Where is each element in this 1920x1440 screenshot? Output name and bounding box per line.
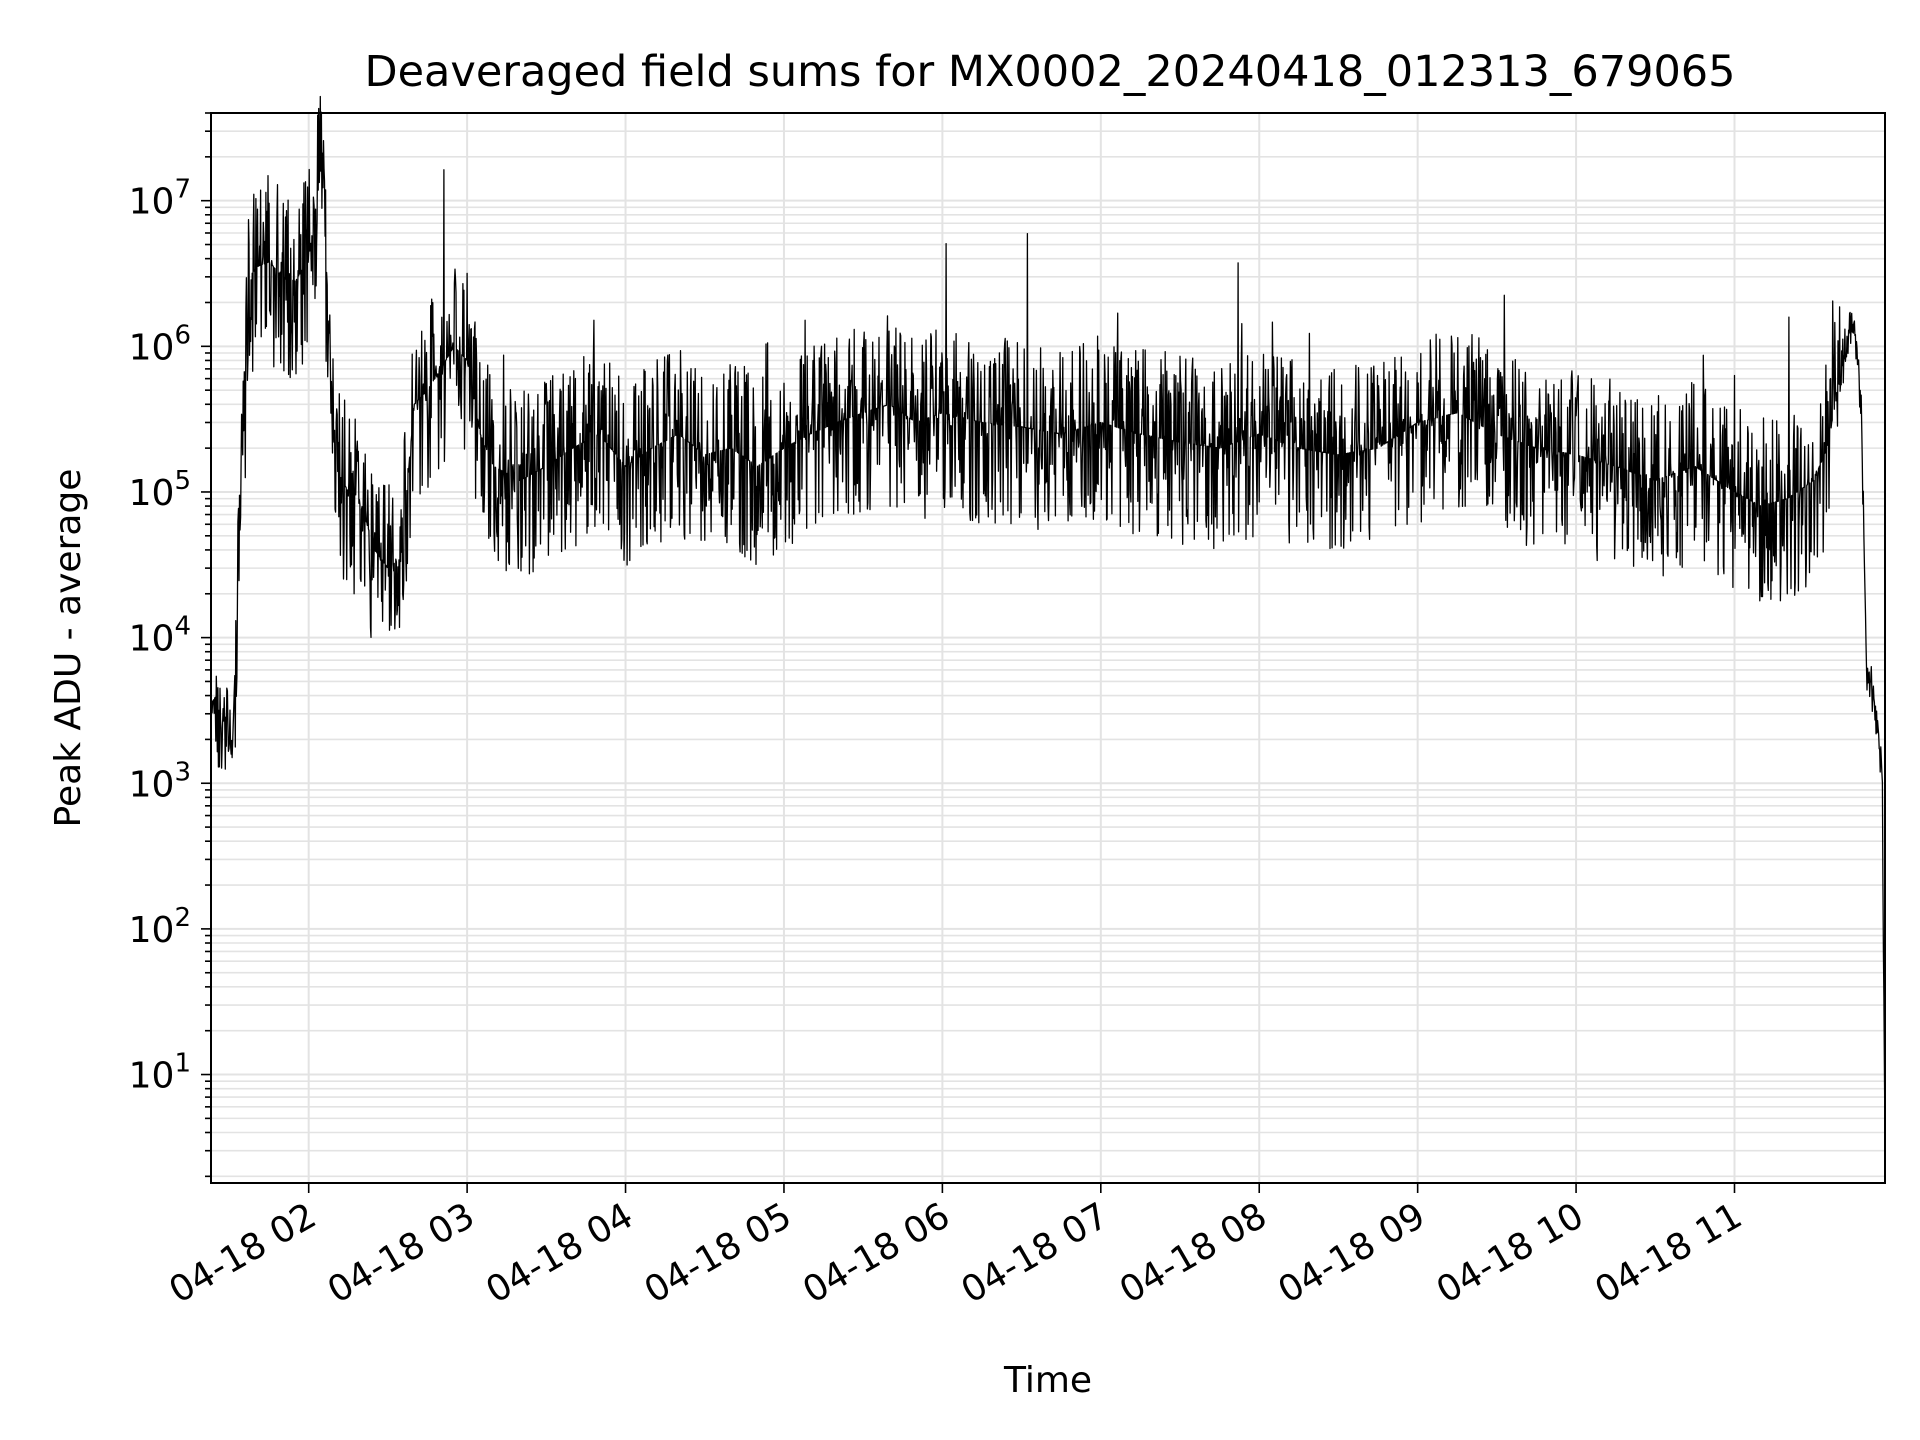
- y-tick-label: 103: [129, 757, 191, 805]
- series: [210, 95, 1886, 1141]
- x-axis-label: Time: [1003, 1360, 1092, 1401]
- y-tick-label: 107: [129, 175, 191, 223]
- chart-title: Deaveraged field sums for MX0002_2024041…: [364, 47, 1735, 97]
- y-tick-label: 104: [129, 612, 191, 660]
- y-axis-label: Peak ADU - average: [48, 469, 89, 828]
- grid: [211, 112, 1885, 1183]
- plot-frame: [210, 112, 1886, 1184]
- y-tick-label: 102: [129, 903, 191, 951]
- y-tick-label: 101: [129, 1049, 191, 1097]
- series-line: [210, 95, 1886, 1141]
- y-tick-label: 106: [129, 320, 191, 368]
- y-axis: 101 102 103 104 105 106 107: [129, 112, 211, 1178]
- y-tick-label: 105: [129, 466, 191, 514]
